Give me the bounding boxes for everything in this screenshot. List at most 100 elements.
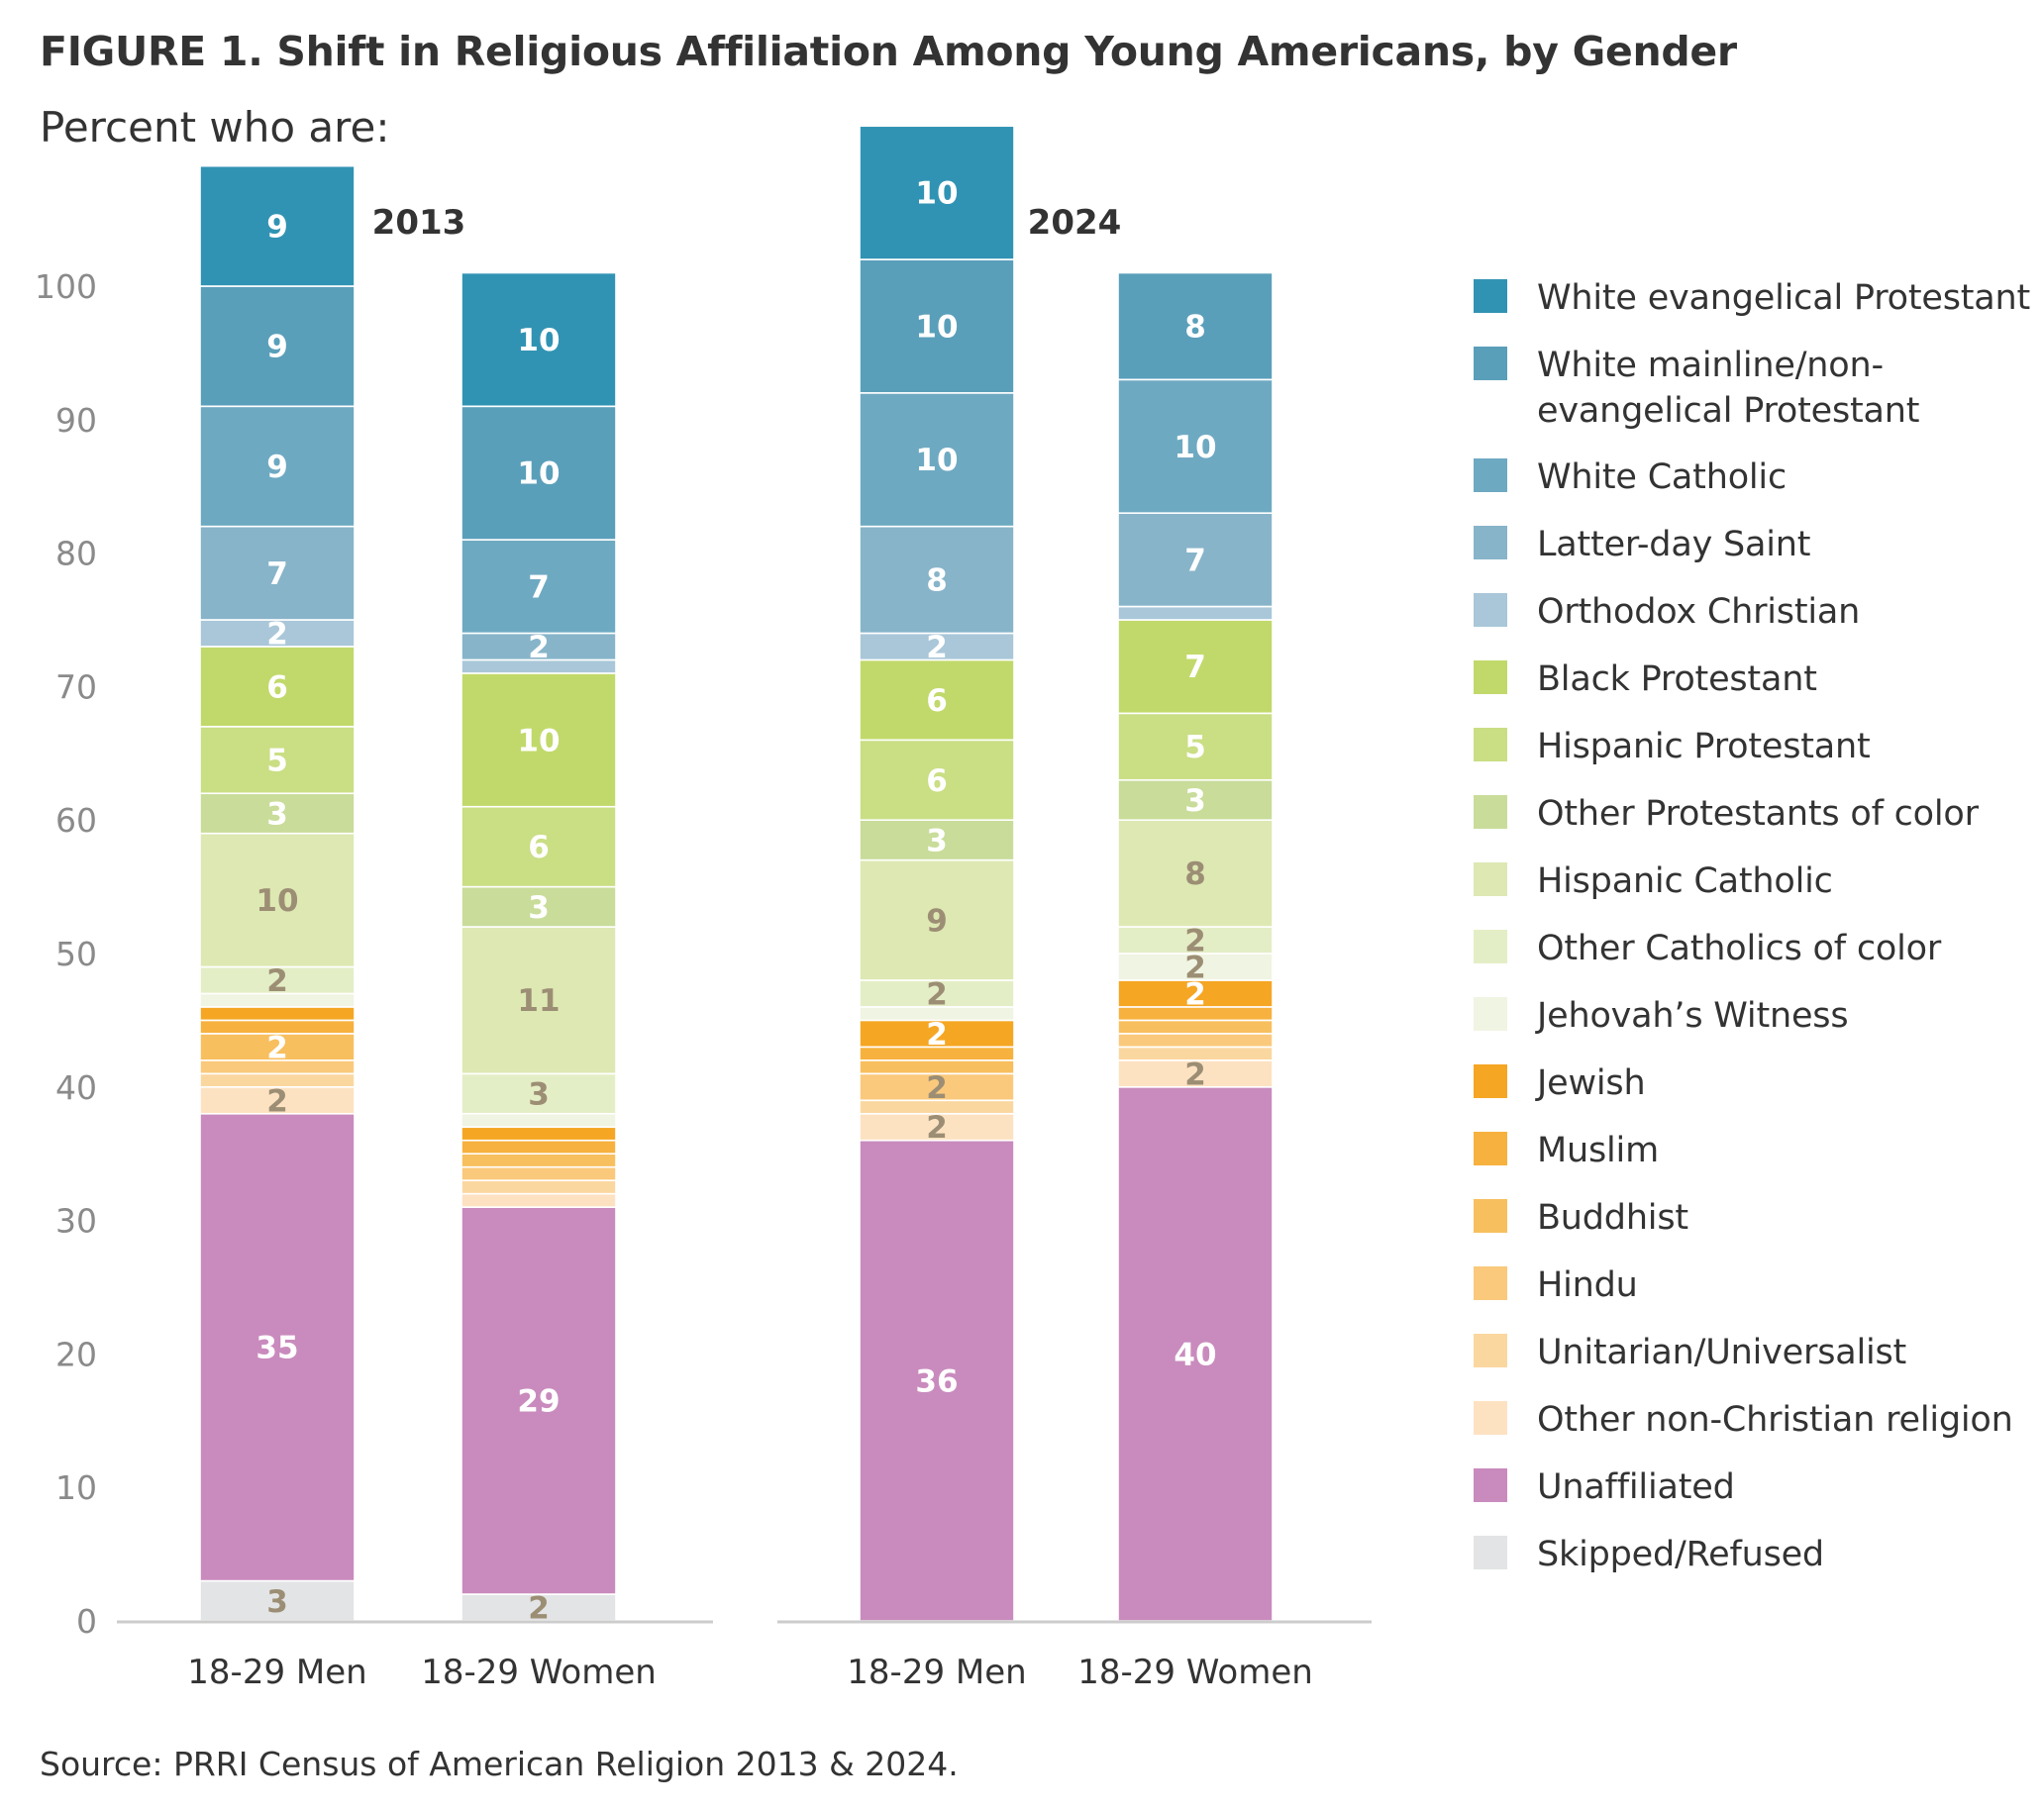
bar-segment-white-evangelical-protestant — [460, 271, 617, 408]
bar-segment-white-evangelical-protestant — [859, 125, 1015, 260]
bar-segment-jewish — [199, 1006, 356, 1022]
y-tick-label: 80 — [55, 535, 97, 573]
bar-segment-hispanic-catholic — [199, 832, 356, 968]
bar-segment-hindu — [1117, 1033, 1274, 1049]
data-label: 9 — [266, 209, 288, 245]
bar-segment-other-non-christian-religion — [199, 1086, 356, 1115]
bar-segment-unitarian-universalist — [460, 1179, 617, 1195]
data-label: 2 — [1184, 950, 1206, 985]
data-label: 6 — [266, 669, 288, 705]
legend-swatch — [1474, 660, 1507, 694]
legend-swatch — [1474, 1064, 1507, 1098]
chart-title: FIGURE 1. Shift in Religious Affiliation… — [40, 28, 1737, 75]
legend-label: White evangelical Protestant — [1537, 278, 2031, 318]
data-label: 2 — [926, 1070, 948, 1106]
data-label: 3 — [926, 823, 948, 858]
legend-swatch — [1474, 526, 1507, 559]
y-tick-label: 20 — [55, 1335, 97, 1373]
data-label: 8 — [1184, 856, 1206, 892]
legend-item: Muslim — [1474, 1128, 2044, 1173]
bar-segment-muslim — [199, 1019, 356, 1035]
bar-segment-hispanic-catholic — [859, 858, 1015, 981]
legend-swatch — [1474, 347, 1507, 380]
legend-swatch — [1474, 1132, 1507, 1165]
legend-swatch — [1474, 1199, 1507, 1233]
legend-item: White mainline/non-evangelical Protestan… — [1474, 343, 2044, 434]
data-label: 29 — [517, 1384, 560, 1420]
data-label: 5 — [266, 744, 288, 779]
legend-label: White mainline/non-evangelical Protestan… — [1537, 346, 1920, 431]
data-label: 10 — [915, 309, 958, 345]
data-label: 9 — [266, 450, 288, 485]
y-axis: 0 10 20 30 40 50 60 70 80 90 100 — [35, 267, 97, 1641]
legend-item: Latter-day Saint — [1474, 522, 2044, 567]
data-label: 10 — [517, 723, 560, 758]
bar-segment-other-protestants-of-color — [859, 819, 1015, 861]
legend-item: Other Catholics of color — [1474, 926, 2044, 971]
bar-segment-hindu — [859, 1072, 1015, 1102]
legend-item: Unaffiliated — [1474, 1464, 2044, 1510]
data-label: 3 — [528, 1077, 550, 1113]
legend-label: Other Catholics of color — [1537, 929, 1942, 968]
bar-segment-orthodox-christian — [1117, 605, 1274, 621]
data-label: 2 — [266, 616, 288, 652]
legend-label: Unitarian/Universalist — [1537, 1333, 1907, 1372]
data-label: 2 — [926, 976, 948, 1012]
legend-item: Skipped/Refused — [1474, 1532, 2044, 1577]
data-label: 36 — [915, 1363, 958, 1399]
x-tick-label: 18-29 Men — [847, 1653, 1026, 1692]
legend-label: Other non-Christian religion — [1537, 1400, 2013, 1440]
bar-segment-buddhist — [199, 1033, 356, 1061]
legend-swatch — [1474, 795, 1507, 829]
data-label: 2 — [926, 1110, 948, 1146]
data-label: 8 — [926, 563, 948, 599]
data-label: 2 — [266, 1083, 288, 1119]
bar-segment-black-protestant — [460, 672, 617, 808]
bar-segment-orthodox-christian — [199, 619, 356, 648]
data-label: 10 — [915, 176, 958, 212]
legend-label: Hispanic Protestant — [1537, 727, 1871, 766]
legend-swatch — [1474, 1266, 1507, 1300]
legend-label: Buddhist — [1537, 1198, 1688, 1238]
source-note: Source: PRRI Census of American Religion… — [40, 1745, 959, 1783]
data-label: 6 — [926, 683, 948, 719]
data-label: 10 — [915, 443, 958, 478]
legend-item: White Catholic — [1474, 454, 2044, 500]
bar-segment-unitarian-universalist — [199, 1072, 356, 1088]
legend-item: Hindu — [1474, 1262, 2044, 1308]
bar-segment-white-catholic — [199, 405, 356, 528]
data-label: 5 — [1184, 730, 1206, 765]
legend-swatch — [1474, 593, 1507, 627]
data-label: 8 — [1184, 309, 1206, 345]
data-label: 7 — [528, 569, 550, 605]
data-label: 3 — [266, 1584, 288, 1620]
bar-segment-jewish — [859, 1019, 1015, 1049]
data-label: 9 — [926, 903, 948, 939]
legend-label: Skipped/Refused — [1537, 1535, 1824, 1574]
legend-swatch — [1474, 728, 1507, 761]
legend-swatch — [1474, 1401, 1507, 1435]
legend-swatch — [1474, 279, 1507, 313]
bar-segment-other-protestants-of-color — [1117, 778, 1274, 822]
bar-segment-white-mainline-non-evangelical-protestant — [199, 285, 356, 408]
data-label: 11 — [517, 983, 560, 1019]
y-tick-label: 10 — [55, 1468, 97, 1507]
data-label: 10 — [517, 323, 560, 358]
bar-segment-other-protestants-of-color — [199, 792, 356, 835]
panel-title: 2013 — [372, 203, 466, 243]
bar-segment-unaffiliated — [199, 1112, 356, 1582]
data-label: 10 — [517, 456, 560, 492]
bar-segment-jewish — [1117, 979, 1274, 1008]
data-label: 2 — [266, 1030, 288, 1065]
legend-item: Other non-Christian religion — [1474, 1397, 2044, 1443]
data-label: 2 — [528, 1591, 550, 1627]
y-tick-label: 30 — [55, 1202, 97, 1241]
legend-swatch — [1474, 1468, 1507, 1502]
bar-segment-hispanic-protestant — [460, 805, 617, 888]
y-tick-label: 50 — [55, 935, 97, 973]
